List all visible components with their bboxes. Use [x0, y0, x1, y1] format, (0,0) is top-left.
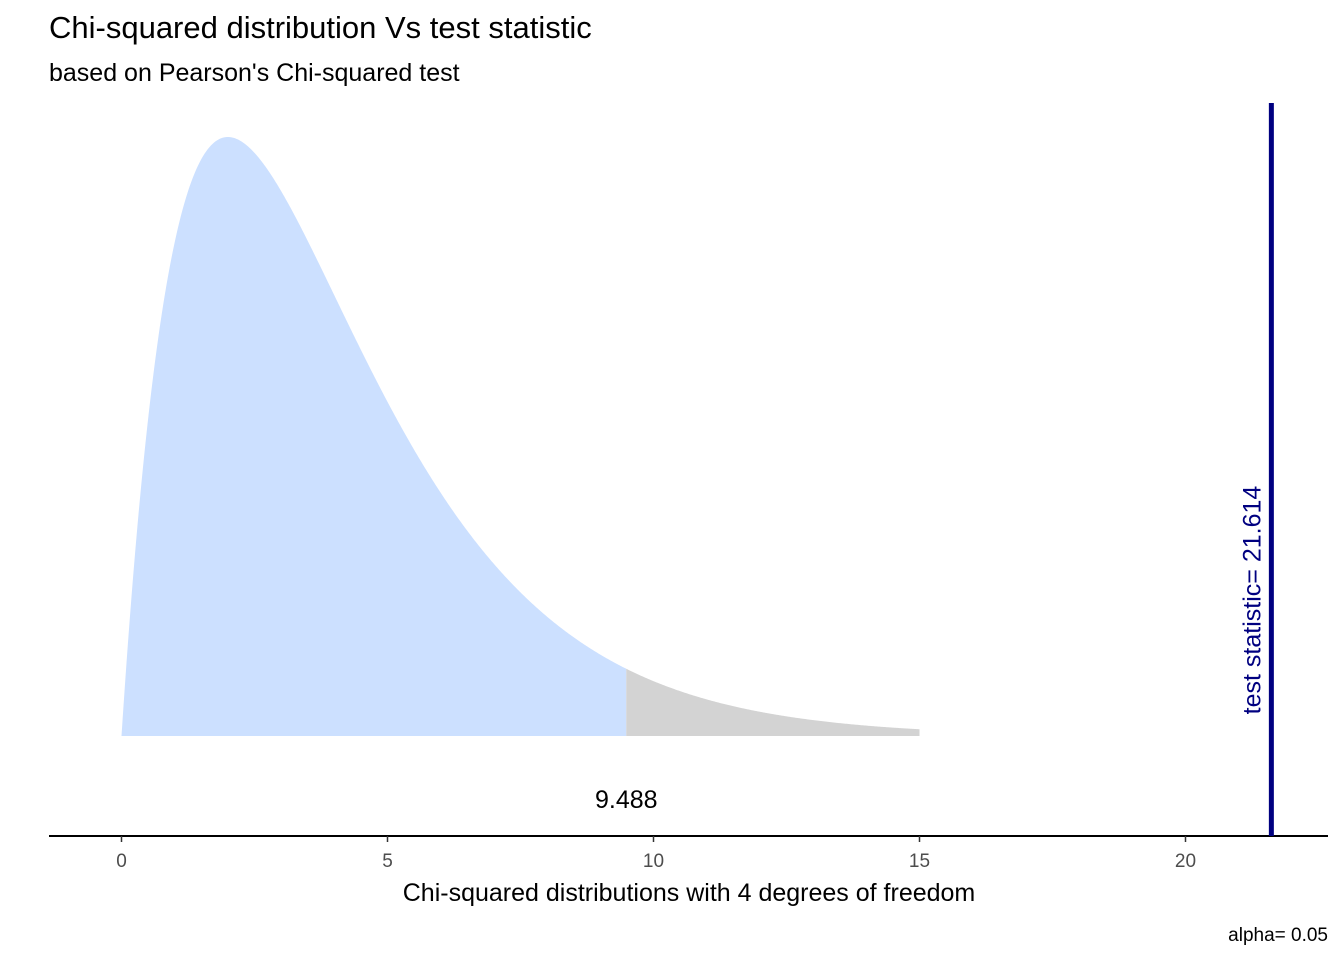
x-tick-label: 10	[643, 851, 664, 872]
rejection-region-area	[626, 668, 920, 736]
chart-subtitle: based on Pearson's Chi-squared test	[49, 59, 460, 87]
x-tick-label: 5	[382, 851, 393, 872]
x-axis-title: Chi-squared distributions with 4 degrees…	[403, 879, 976, 907]
acceptance-region-area	[121, 137, 627, 736]
x-tick-label: 0	[116, 851, 127, 872]
x-tick-label: 15	[909, 851, 930, 872]
x-tick-label: 20	[1175, 851, 1196, 872]
alpha-caption: alpha= 0.05	[1228, 925, 1328, 946]
test-statistic-label: test statistic= 21.614	[1238, 486, 1266, 715]
chart-title: Chi-squared distribution Vs test statist…	[49, 10, 592, 45]
critical-value-label: 9.488	[595, 786, 658, 814]
